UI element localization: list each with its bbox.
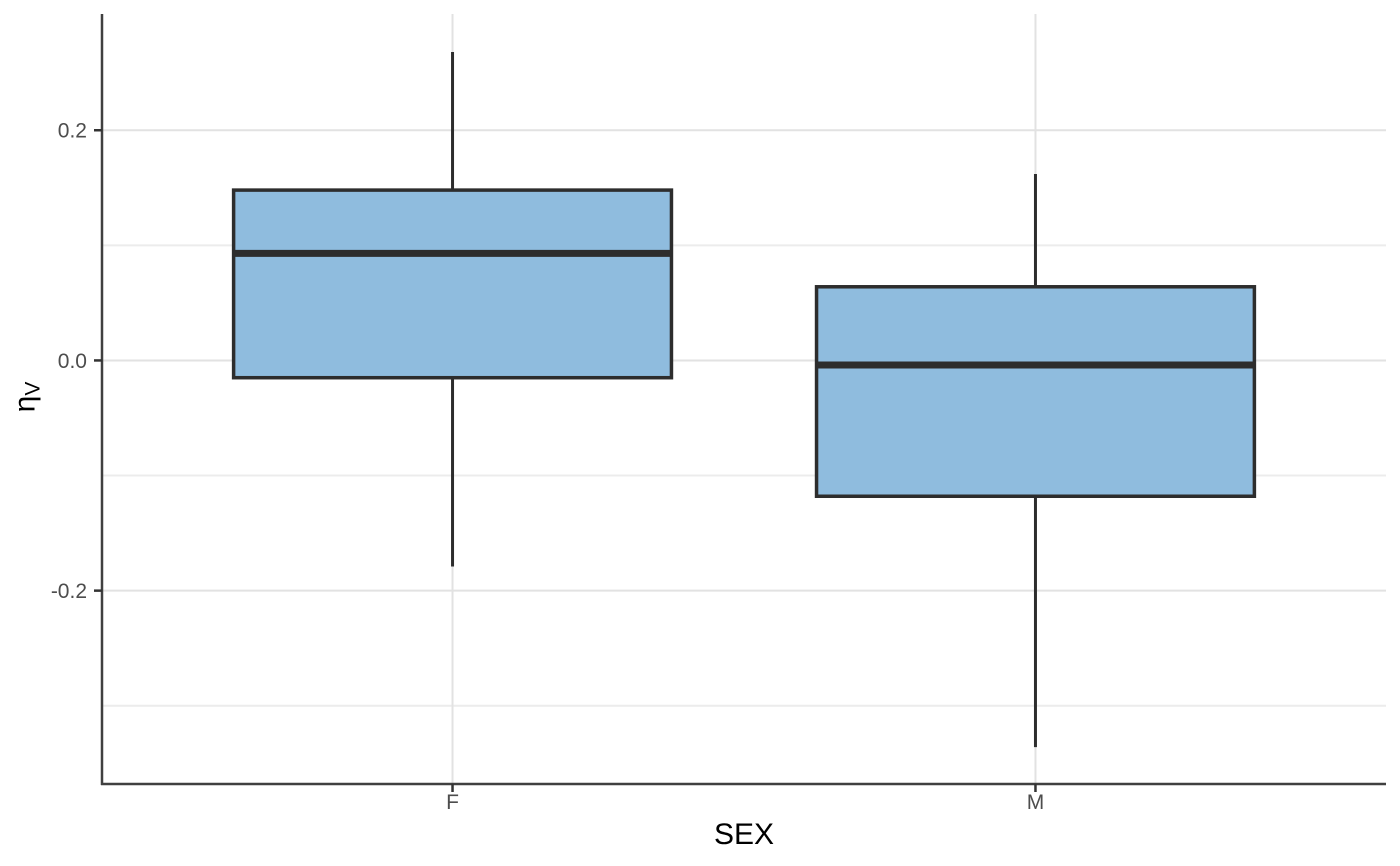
- y-tick-label: 0.0: [58, 350, 87, 373]
- x-axis-title: SEX: [713, 818, 775, 851]
- y-tick-label: -0.2: [51, 580, 87, 603]
- y-axis-title-base: η: [8, 395, 42, 413]
- y-tick-label: 0.2: [58, 120, 87, 143]
- y-axis-title-subscript: V: [21, 381, 45, 396]
- x-tick-label-M: M: [1027, 791, 1045, 814]
- box-M: [814, 285, 1257, 499]
- y-axis-title: ηV: [8, 381, 45, 413]
- x-tick-label-F: F: [446, 791, 459, 814]
- box-F: [231, 188, 674, 380]
